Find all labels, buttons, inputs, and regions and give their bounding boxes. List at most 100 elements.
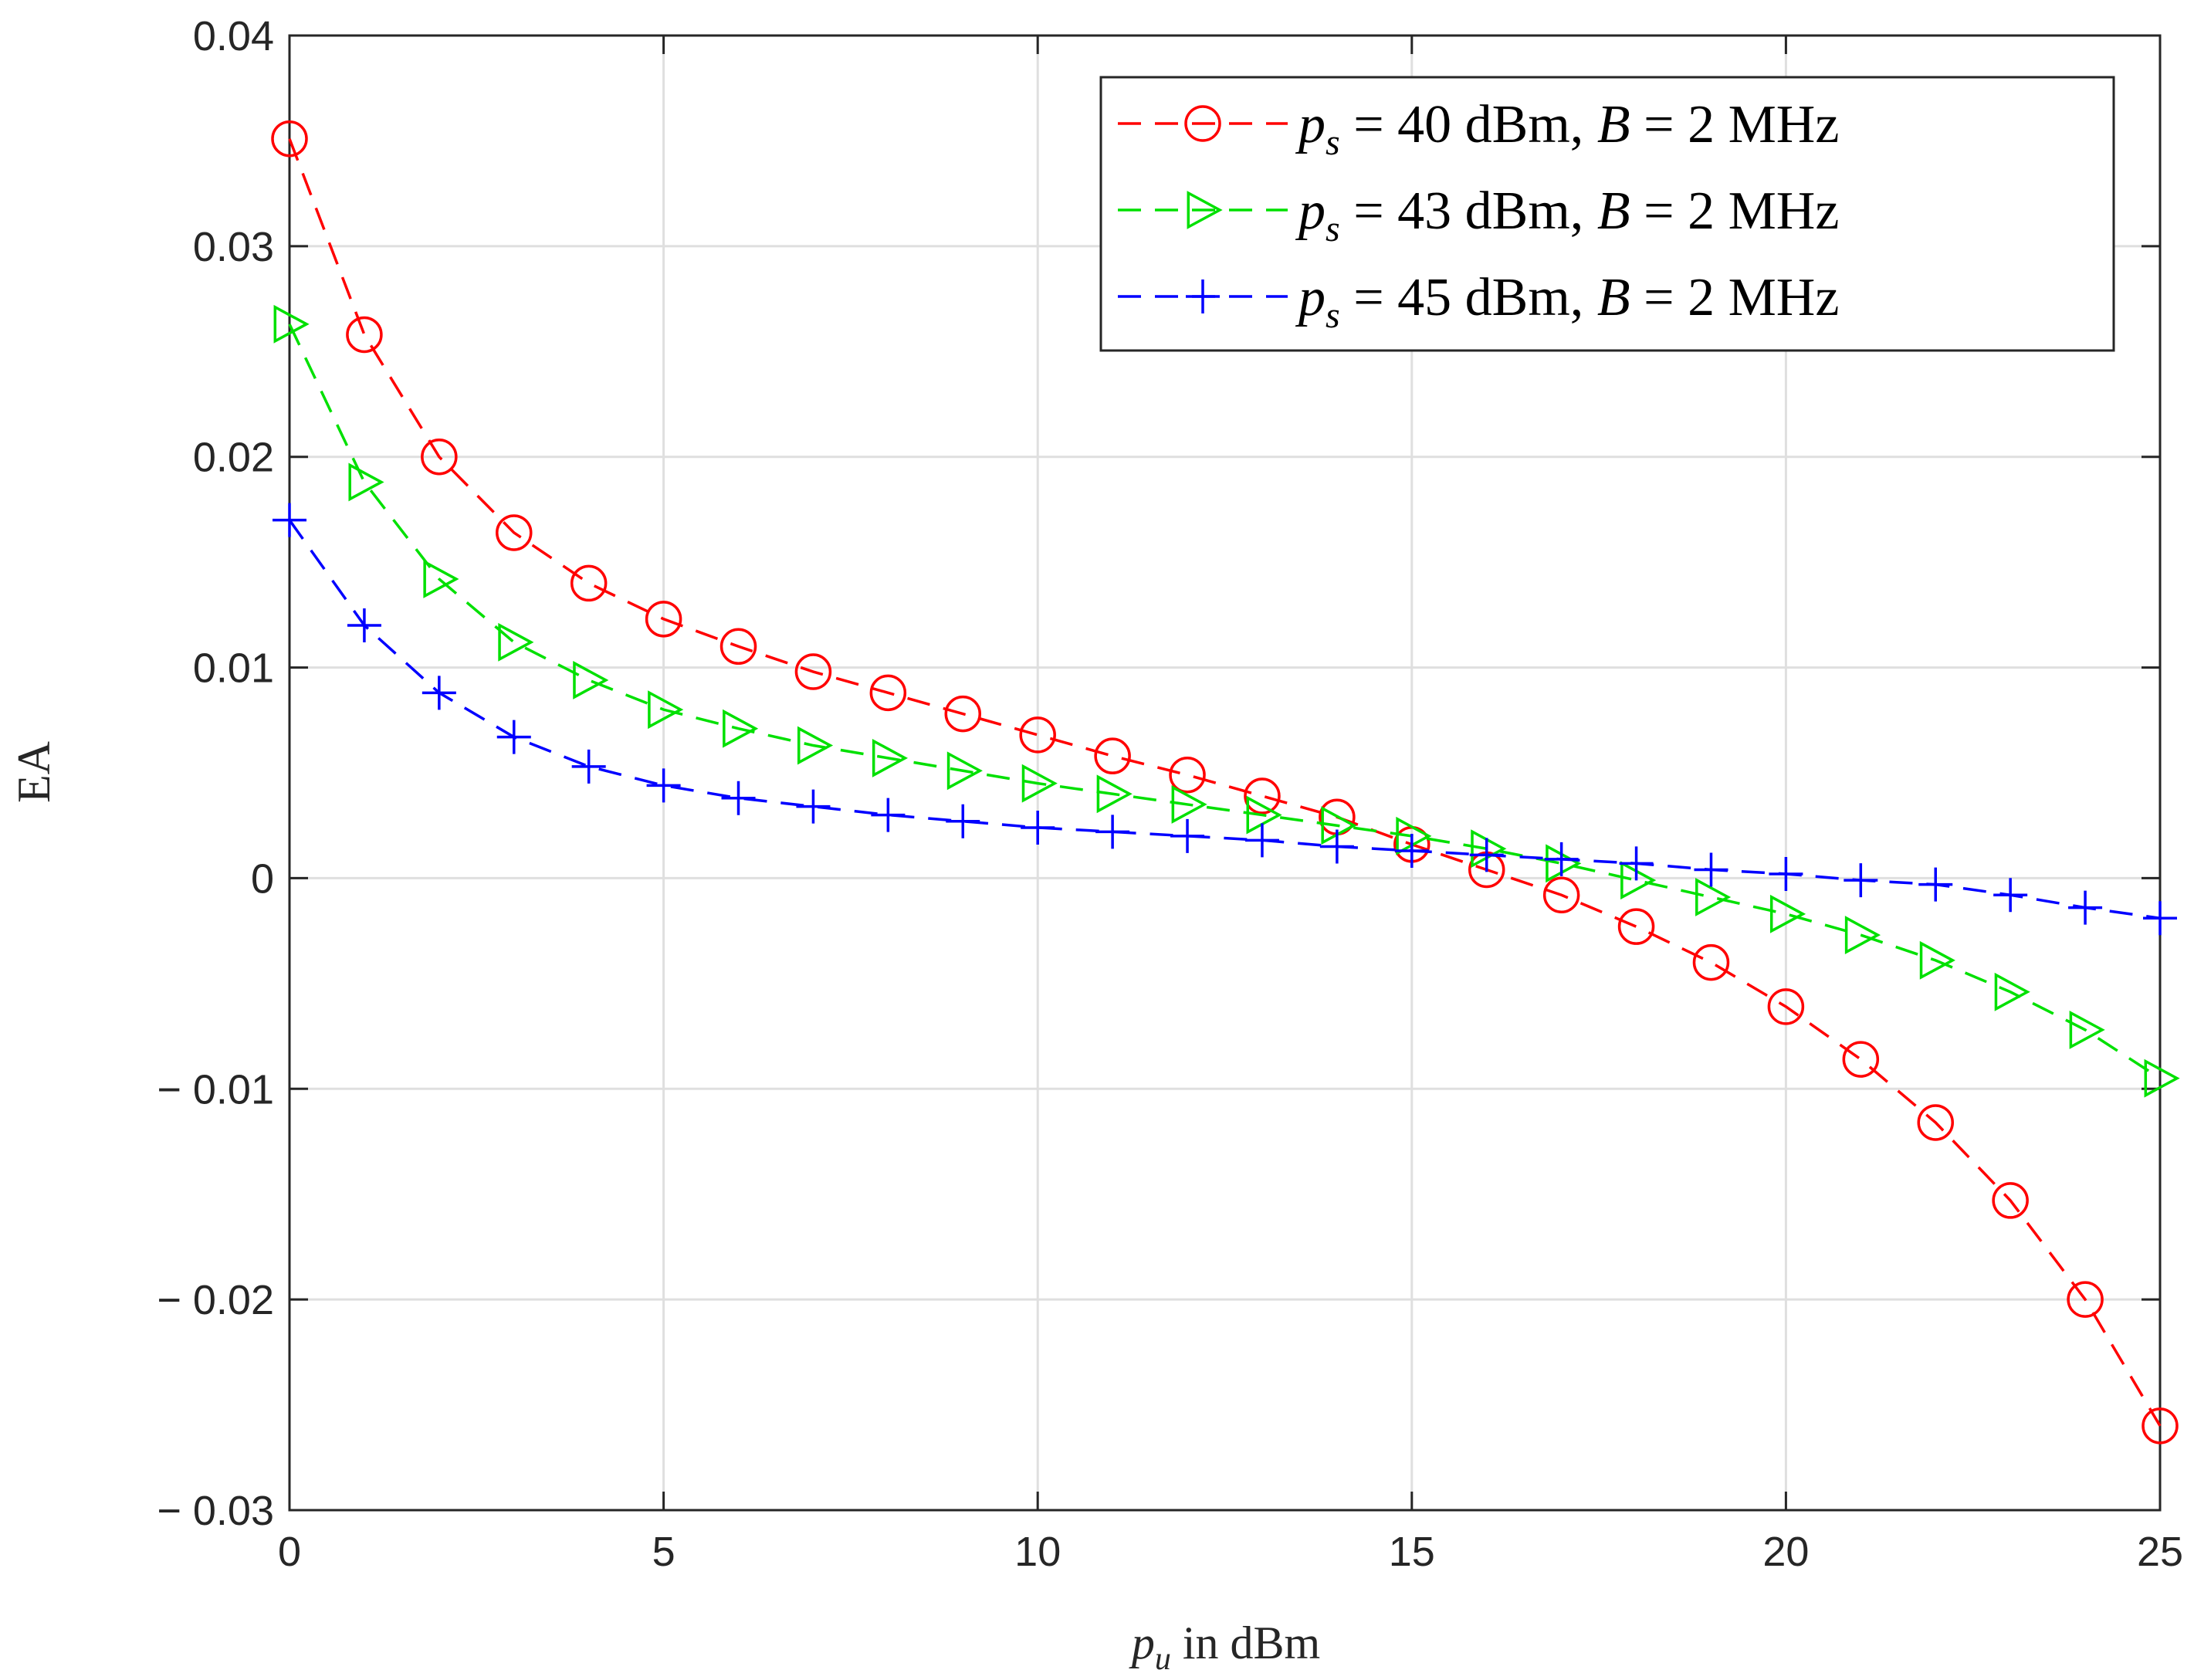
x-tick-label: 10 xyxy=(1014,1529,1061,1575)
legend-marker xyxy=(1186,279,1220,313)
axes xyxy=(288,34,2162,1512)
legend-label: ps = 40 dBm, B = 2 MHz xyxy=(1295,95,1839,163)
legend-item-1: ps = 40 dBm, B = 2 MHz xyxy=(1118,95,1839,163)
y-tick-label: 0.03 xyxy=(193,224,274,270)
data-point-marker xyxy=(2143,901,2177,936)
y-tick-label: 0.02 xyxy=(193,435,274,481)
x-axis-label-var: p xyxy=(1129,1617,1155,1668)
legend-label-part: = xyxy=(1340,268,1397,327)
data-point-marker xyxy=(421,438,458,476)
legend-label-part: dBm, xyxy=(1451,95,1597,154)
legend-item-2: ps = 43 dBm, B = 2 MHz xyxy=(1118,181,1839,249)
legend-label-part: B xyxy=(1597,95,1630,154)
series-line xyxy=(288,138,2162,1427)
legend-marker xyxy=(1184,105,1221,142)
legend-label-part: 43 xyxy=(1397,181,1451,241)
data-point-marker xyxy=(571,749,606,784)
data-point-marker xyxy=(1695,878,1732,916)
data-point-marker xyxy=(1319,829,1354,864)
data-point-marker xyxy=(646,768,681,803)
legend-label-part: = xyxy=(1340,95,1397,154)
legend-label-part: p xyxy=(1295,95,1326,154)
y-tick-label: 0.04 xyxy=(193,13,274,59)
data-point-marker xyxy=(1917,1104,1954,1141)
legend-label-part: MHz xyxy=(1715,181,1839,241)
x-ticks: 0 5 10 15 20 25 xyxy=(278,36,2183,1575)
legend-label-part: s xyxy=(1326,208,1340,249)
data-point-marker xyxy=(1469,838,1504,872)
legend-label-part: dBm, xyxy=(1451,268,1597,327)
data-point-marker xyxy=(348,462,384,502)
data-point-marker xyxy=(570,564,608,602)
data-point-marker xyxy=(423,560,459,598)
data-point-marker xyxy=(869,674,907,712)
data-point-marker xyxy=(1094,737,1131,774)
legend-label-part: = xyxy=(1630,181,1688,241)
data-point-marker xyxy=(346,316,383,354)
legend-label-part: 45 xyxy=(1397,268,1451,327)
legend-label-part: 40 xyxy=(1397,95,1451,154)
data-point-marker xyxy=(1244,823,1279,858)
legend-label: ps = 43 dBm, B = 2 MHz xyxy=(1295,181,1839,249)
data-point-marker xyxy=(944,695,982,733)
data-point-marker xyxy=(1170,818,1205,853)
data-point-marker xyxy=(1769,894,1806,933)
y-ticks: 0.04 0.03 0.02 0.01 0 − 0.01 − 0.02 − 0.03 xyxy=(157,13,2160,1534)
legend-marker xyxy=(1187,191,1223,229)
y-tick-label: 0.01 xyxy=(193,645,274,692)
y-axis-label: EA xyxy=(8,741,59,803)
data-point-marker xyxy=(2069,1010,2105,1049)
legend-label-part: s xyxy=(1326,295,1340,336)
legend-label-part: 2 xyxy=(1688,181,1715,241)
data-point-marker xyxy=(1544,842,1579,876)
series-line xyxy=(288,323,2161,1080)
x-axis-label-text: in dBm xyxy=(1171,1617,1320,1668)
data-point-marker xyxy=(797,726,834,765)
x-tick-label: 15 xyxy=(1389,1529,1435,1575)
legend-label-part: 2 xyxy=(1688,268,1715,327)
data-point-marker xyxy=(1095,815,1130,849)
legend-label-part: B xyxy=(1597,268,1630,327)
legend-label-part: = xyxy=(1630,268,1688,327)
data-point-marker xyxy=(645,601,682,638)
legend-label-part: B xyxy=(1597,181,1630,241)
data-point-marker xyxy=(1844,863,1878,898)
data-point-marker xyxy=(422,676,456,710)
data-point-marker xyxy=(1844,916,1881,955)
legend-item-3: ps = 45 dBm, B = 2 MHz xyxy=(1118,268,1839,336)
data-point-marker xyxy=(1767,988,1805,1025)
data-point-marker xyxy=(1694,852,1728,887)
data-point-marker xyxy=(496,514,533,551)
data-point-marker xyxy=(1019,716,1056,754)
data-point-marker xyxy=(1842,1041,1880,1078)
legend-label-part: = xyxy=(1630,95,1688,154)
data-point-marker xyxy=(723,709,759,748)
data-point-marker xyxy=(2144,1058,2180,1098)
data-point-marker xyxy=(496,720,531,754)
data-point-marker xyxy=(648,690,684,730)
legend-label-part: MHz xyxy=(1715,268,1839,327)
y-tick-label: 0 xyxy=(251,855,274,902)
y-tick-label: − 0.02 xyxy=(157,1277,274,1323)
data-point-marker xyxy=(794,653,832,690)
data-point-marker xyxy=(2068,890,2103,925)
legend-label-part: dBm, xyxy=(1451,181,1597,241)
data-point-marker xyxy=(1993,878,2028,913)
data-point-marker xyxy=(1394,833,1429,868)
data-point-marker xyxy=(1619,846,1654,881)
y-tick-label: − 0.03 xyxy=(157,1488,274,1534)
data-point-marker xyxy=(1617,908,1655,945)
data-point-marker xyxy=(946,804,980,838)
data-point-marker xyxy=(871,798,906,832)
legend-label-part: 2 xyxy=(1688,95,1715,154)
data-point-marker xyxy=(1244,777,1281,815)
data-point-marker xyxy=(573,661,609,699)
x-axis-label-sub: u xyxy=(1155,1641,1171,1677)
data-point-marker xyxy=(1769,856,1803,891)
data-point-marker xyxy=(1542,876,1580,914)
legend-label-part: = xyxy=(1340,181,1397,241)
data-point-marker xyxy=(498,622,534,662)
data-point-marker xyxy=(1918,867,1953,902)
